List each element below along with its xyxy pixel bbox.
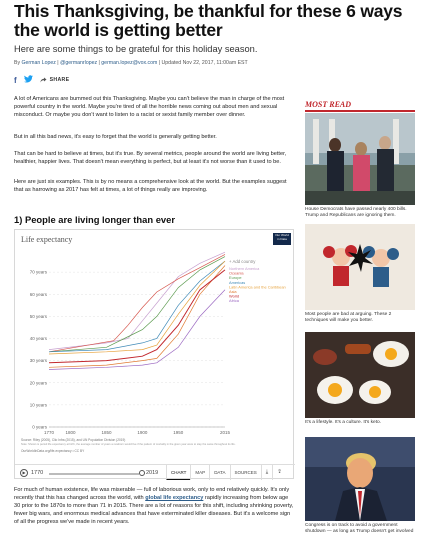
legend-item: Northern America [229, 266, 260, 271]
share-label: SHARE [49, 77, 70, 83]
global-life-expectancy-link[interactable]: global life expectancy [145, 495, 204, 502]
series-line [48, 289, 226, 370]
chart-source: Source: Riley (2005), Clio Infra (2015),… [21, 438, 125, 442]
author-email-link[interactable]: german.lopez@vox.com [101, 60, 158, 66]
play-icon[interactable]: ▶ [20, 469, 28, 477]
most-read-heading: MOST READ [305, 100, 415, 112]
author-twitter-link[interactable]: @germanrlopez [60, 60, 98, 66]
y-tick-label: 60 years [30, 292, 48, 297]
section-heading: 1) People are living longer than ever [14, 214, 175, 225]
timeline-slider[interactable] [49, 473, 139, 475]
add-country-button: + Add country [229, 259, 256, 264]
chart-title: Life expectancy [21, 235, 72, 244]
chart-note: Note: Shown is period life expectancy at… [21, 442, 236, 446]
y-tick-label: 30 years [30, 358, 48, 363]
paragraph-3: That can be hard to believe at times, bu… [14, 151, 287, 166]
tab-chart[interactable]: CHART [166, 465, 191, 480]
sidebar-image-trump[interactable] [305, 437, 415, 521]
paragraph-5-b: rapidly increasing from below age 30 pri… [14, 495, 294, 526]
paragraph-5: For much of human existence, life was mi… [14, 486, 294, 526]
tab-sources[interactable]: SOURCES [229, 465, 261, 480]
tab-map[interactable]: MAP [190, 465, 209, 480]
start-year: 1770 [31, 470, 44, 476]
end-year: 2019 [146, 470, 159, 476]
legend-item: Latin America and the Caribbean [229, 284, 286, 289]
sidebar-caption-2[interactable]: Most people are bad at arguing. These 2 … [305, 312, 392, 323]
legend-item: Europe [229, 275, 242, 280]
twitter-icon[interactable] [23, 75, 33, 85]
x-tick-label: 1900 [137, 430, 148, 435]
sidebar-image-boxers[interactable] [305, 224, 415, 310]
owid-badge[interactable]: Our World in Data [273, 233, 291, 245]
article-dek: Here are some things to be grateful for … [14, 44, 258, 54]
facebook-icon[interactable]: f [14, 75, 17, 85]
chart-controls: ▶ 1770 2019 CHART MAP DATA SOURCES ⤓ ⇪ [15, 464, 295, 480]
y-tick-label: 10 years [30, 402, 48, 407]
owid-badge-line1: Our World [275, 233, 289, 237]
byline-by: By [14, 60, 21, 66]
chart-tabs: CHART MAP DATA SOURCES ⤓ ⇪ [166, 465, 286, 480]
x-tick-label: 1850 [101, 430, 112, 435]
paragraph-5-a: For much of human existence, life was mi… [14, 487, 290, 502]
chart-svg: Life expectancy 0 years 10 years 20 years 30… [21, 235, 286, 453]
owid-badge-line2: in Data [277, 236, 287, 241]
paragraph-2: But in all this bad news, it's easy to f… [14, 134, 217, 140]
y-tick-label: 50 years [30, 314, 48, 319]
updated-timestamp: Updated Nov 22, 2017, 11:00am EST [161, 60, 248, 66]
paragraph-4: Here are just six examples. This is by n… [14, 179, 287, 194]
x-tick-label: 2015 [220, 430, 231, 435]
paragraph-1: A lot of Americans are bummed out this T… [14, 96, 285, 119]
tab-data[interactable]: DATA [209, 465, 229, 480]
y-tick-label: 70 years [30, 270, 48, 275]
legend-item: Africa [229, 298, 240, 303]
y-tick-label: 0 years [32, 425, 48, 430]
series-line [48, 260, 226, 355]
sidebar-image-capitol[interactable] [305, 113, 415, 205]
download-icon[interactable]: ⤓ [260, 465, 272, 480]
series-line [48, 269, 226, 364]
legend-item: Americas [229, 280, 245, 285]
y-tick-label: 20 years [30, 380, 48, 385]
sidebar-caption-4[interactable]: Congress is on track to avoid a governme… [305, 523, 414, 534]
byline: By German Lopez | @germanrlopez | german… [14, 60, 248, 66]
x-tick-label: 1800 [66, 430, 77, 435]
series-line [48, 256, 226, 353]
series-line [48, 260, 226, 353]
author-link[interactable]: German Lopez [21, 60, 56, 66]
share-bar: f SHARE [14, 74, 69, 86]
series-line [48, 254, 226, 353]
share-button[interactable]: SHARE [40, 77, 70, 83]
sidebar-caption-3[interactable]: It's a lifestyle. It's a culture. It's k… [305, 420, 382, 425]
sidebar-caption-1[interactable]: House Democrats have passed nearly 400 b… [305, 207, 407, 218]
legend-item: World [229, 294, 239, 299]
x-tick-label: 1770 [44, 430, 55, 435]
y-tick-label: 40 years [30, 336, 48, 341]
timeline-handle[interactable] [139, 470, 145, 476]
share-icon[interactable]: ⇪ [272, 465, 286, 480]
share-icon [40, 77, 47, 83]
sidebar-image-keto[interactable] [305, 332, 415, 418]
series-line [48, 265, 226, 368]
series-line [48, 251, 226, 350]
chart-license: OurWorldInData.org/life-expectancy • CC … [21, 449, 85, 453]
life-expectancy-chart: Life expectancy 0 years 10 years 20 years 30… [14, 229, 295, 480]
legend-item: Asia [229, 289, 237, 294]
x-tick-label: 1950 [173, 430, 184, 435]
legend-item: Oceania [229, 271, 244, 276]
article-headline: This Thanksgiving, be thankful for these… [14, 1, 403, 40]
